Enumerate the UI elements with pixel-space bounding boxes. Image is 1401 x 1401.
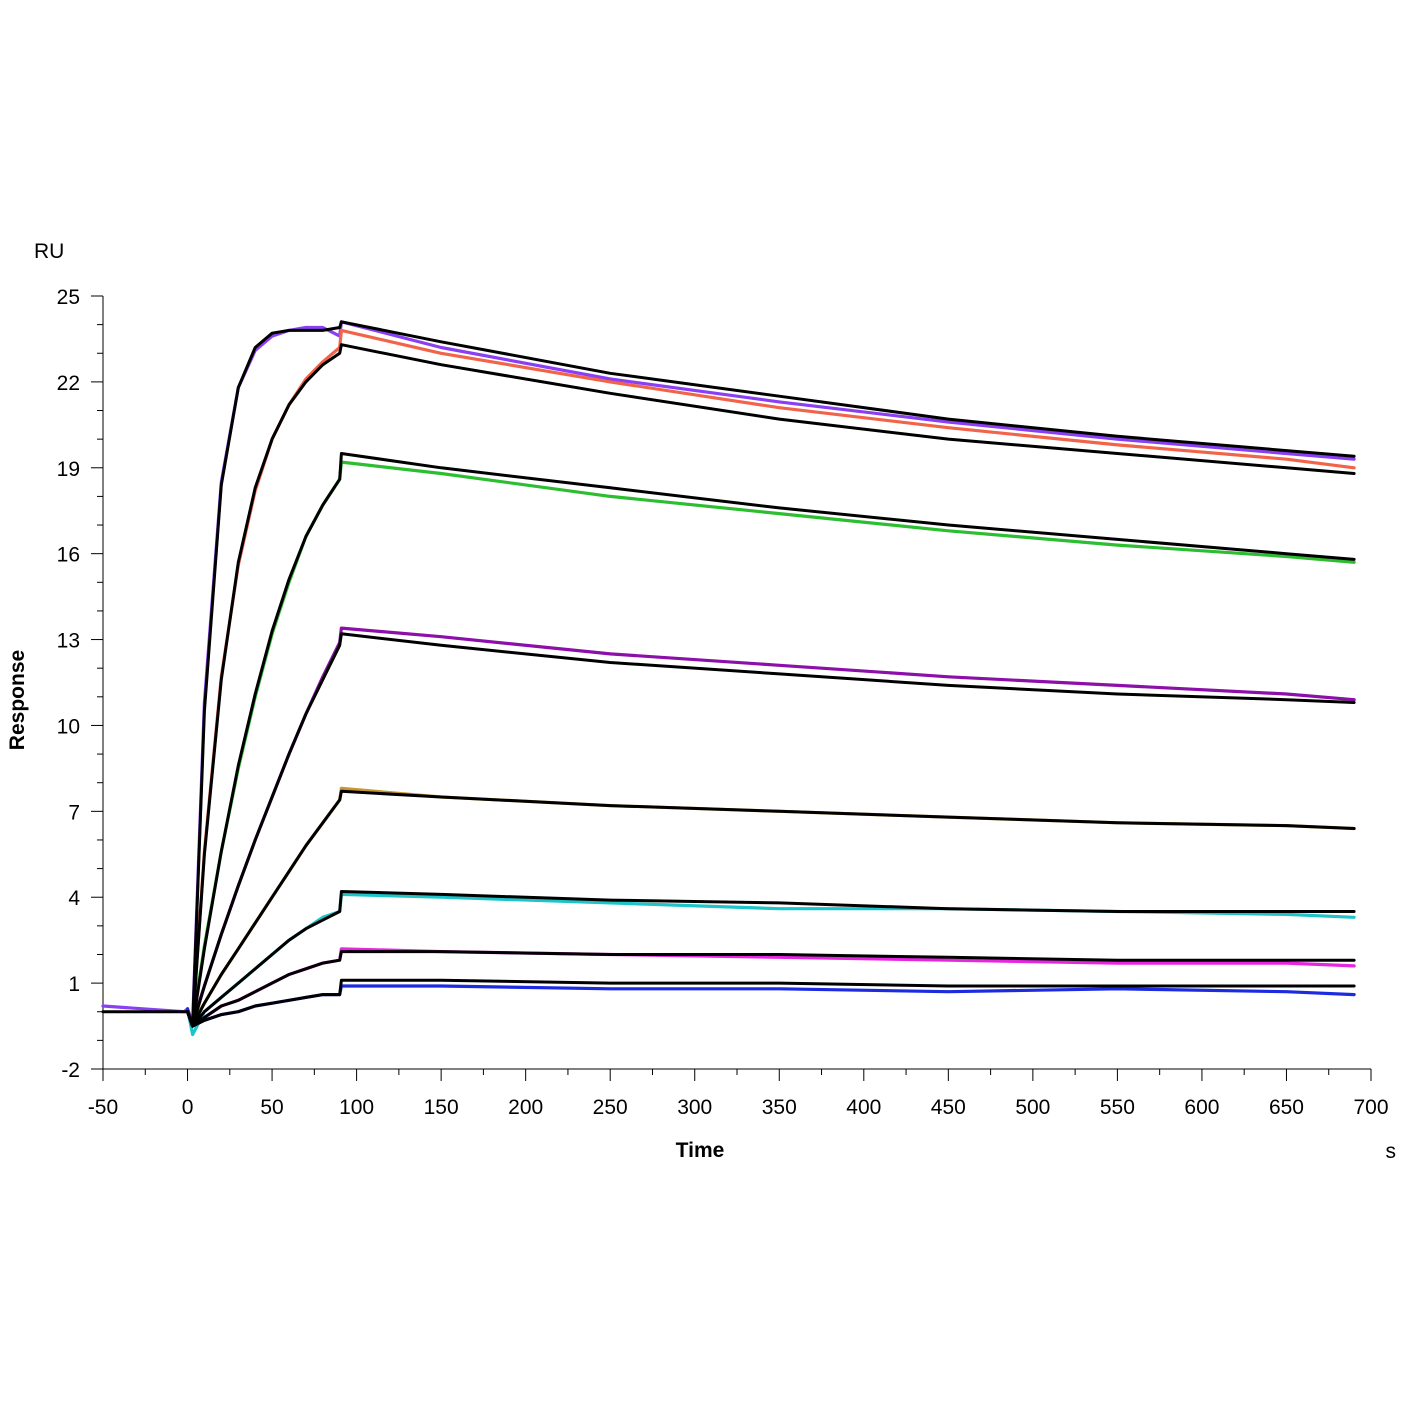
x-tick-label: 500 [1015,1096,1050,1119]
y-tick-label: 22 [57,372,80,395]
x-tick-label: 600 [1184,1096,1219,1119]
x-axis-title: Time [676,1139,725,1162]
y-axis-title: Response [6,650,29,750]
x-tick-label: 550 [1100,1096,1135,1119]
y-tick-label: 4 [68,887,80,910]
x-tick-label: -50 [88,1096,118,1119]
x-tick-label: 450 [931,1096,966,1119]
x-tick-label: 100 [339,1096,374,1119]
y-tick-label: -2 [61,1059,80,1082]
x-tick-label: 400 [846,1096,881,1119]
series-layer [101,320,1356,1037]
y-unit-label: RU [34,240,64,263]
x-tick-label: 50 [260,1096,283,1119]
fit-curve [186,950,1356,1028]
x-tick-label: 300 [677,1096,712,1119]
fit-curve [186,789,1356,1028]
fit-curve [101,320,1356,1028]
x-tick-label: 700 [1353,1096,1388,1119]
fit-curve [186,978,1356,1028]
y-tick-label: 19 [57,458,80,481]
y-tick-label: 16 [57,544,80,567]
y-tick-label: 13 [57,630,80,653]
x-tick-label: 200 [508,1096,543,1119]
x-unit-label: s [1386,1140,1397,1163]
axes: -2 1 4 7 10 13 16 19 22 25 -50 0 50 100 150 200 250 300 35… [57,286,1389,1119]
fit-curve [186,452,1356,1028]
y-tick-label: 7 [68,801,80,824]
fit-curve [186,343,1356,1028]
fit-curve [186,890,1356,1028]
fit-curve [186,632,1356,1028]
y-tick-label: 25 [57,286,80,309]
y-tick-label: 10 [57,715,80,738]
x-tick-label: 150 [424,1096,459,1119]
y-tick-label: 1 [68,973,80,996]
x-tick-label: 350 [762,1096,797,1119]
x-tick-label: 0 [182,1096,194,1119]
x-tick-label: 250 [593,1096,628,1119]
x-tick-label: 650 [1269,1096,1304,1119]
